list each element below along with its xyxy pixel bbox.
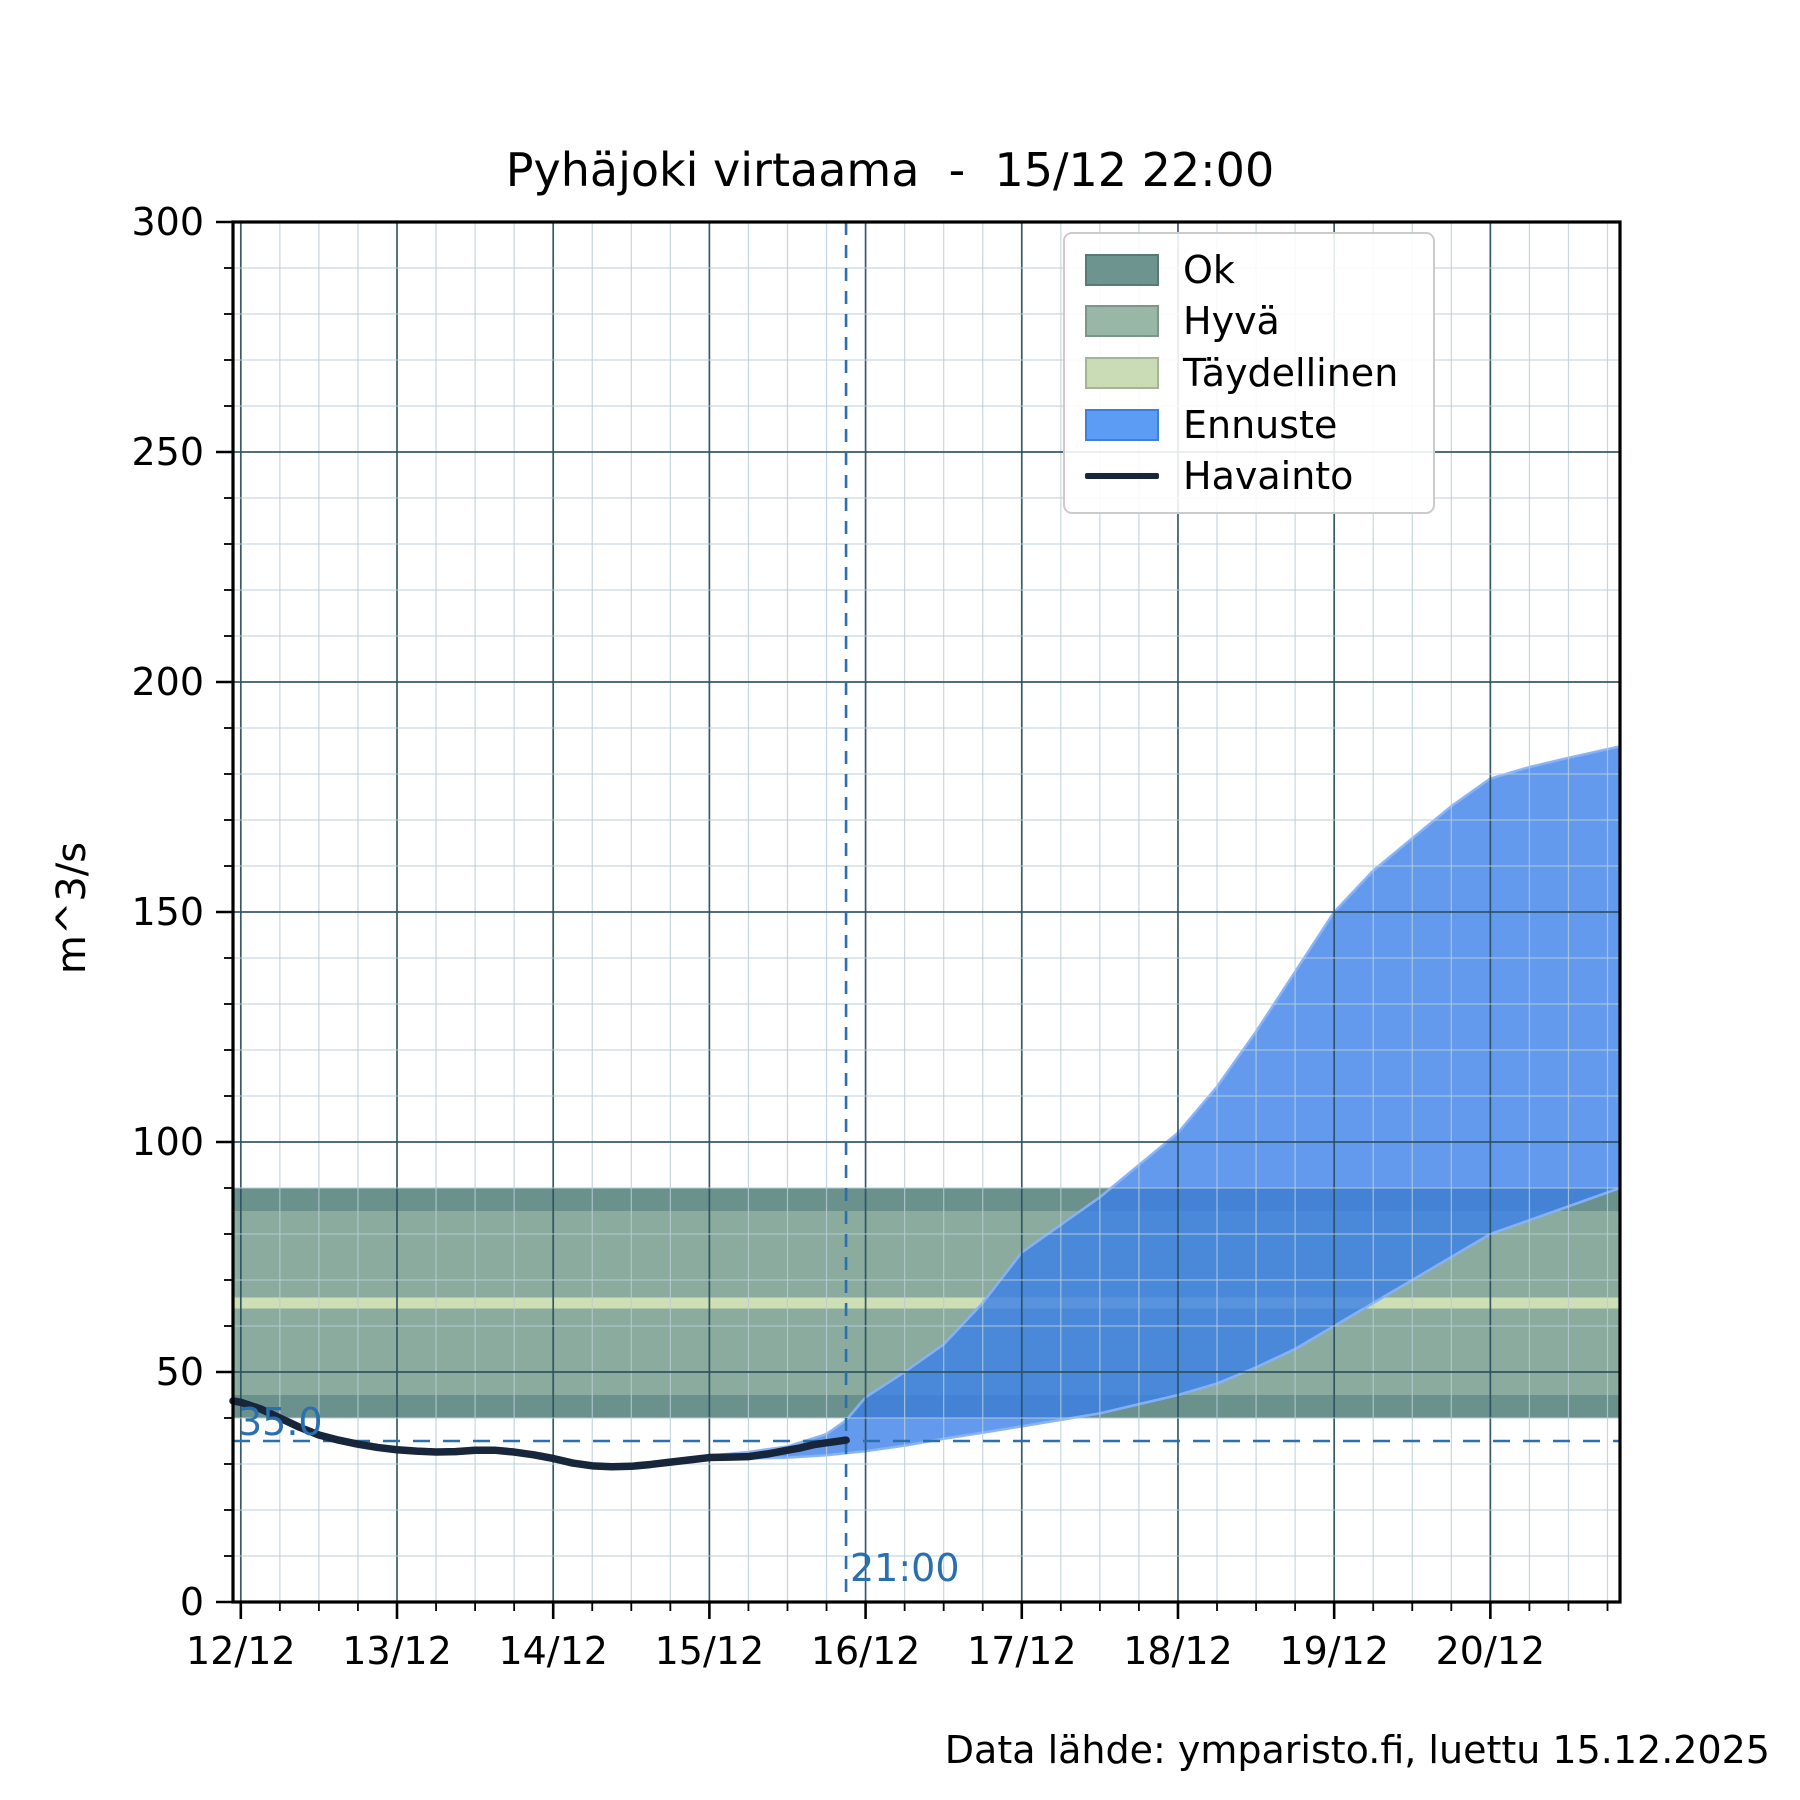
legend-label: Täydellinen xyxy=(1183,350,1399,395)
ok-band-swatch xyxy=(1085,253,1159,286)
observation-line-swatch xyxy=(1085,473,1159,480)
x-tick-label: 19/12 xyxy=(1279,1629,1389,1673)
legend-label: Ennuste xyxy=(1183,402,1338,447)
taydellinen-band-swatch xyxy=(1085,356,1159,389)
y-tick-label: 150 xyxy=(131,890,204,934)
x-tick-label: 17/12 xyxy=(967,1629,1077,1673)
hyva-band-swatch xyxy=(1085,305,1159,338)
y-axis-label: m^3/s xyxy=(49,841,95,975)
x-tick-label: 12/12 xyxy=(186,1629,296,1673)
chart-title: Pyhäjoki virtaama - 15/12 22:00 xyxy=(505,143,1275,197)
y-tick-label: 50 xyxy=(156,1350,204,1394)
annotation-lines xyxy=(233,222,1620,1602)
legend-item-ennuste: Ennuste xyxy=(1085,403,1413,447)
vline-annotation-label: 21:00 xyxy=(850,1546,960,1590)
y-tick-label: 300 xyxy=(131,200,204,244)
x-tick-label: 15/12 xyxy=(655,1629,765,1673)
axis-ticks xyxy=(216,220,1609,1619)
data-source-footer: Data lähde: ymparisto.fi, luettu 15.12.2… xyxy=(944,1728,1770,1772)
hline-annotation-label: 35.0 xyxy=(238,1400,323,1444)
x-tick-label: 20/12 xyxy=(1436,1629,1546,1673)
forecast-swatch xyxy=(1085,408,1159,441)
x-tick-label: 18/12 xyxy=(1123,1629,1233,1673)
legend-label: Ok xyxy=(1183,247,1235,292)
legend-item-hyva: Hyvä xyxy=(1085,299,1413,343)
legend-label: Hyvä xyxy=(1183,299,1280,344)
x-tick-label: 16/12 xyxy=(811,1629,921,1673)
x-tick-label: 13/12 xyxy=(342,1629,452,1673)
legend-item-taydellinen: Täydellinen xyxy=(1085,351,1413,395)
observation-line xyxy=(229,1397,850,1471)
legend-item-havainto: Havainto xyxy=(1085,454,1413,498)
legend-label: Havainto xyxy=(1183,454,1354,499)
y-tick-label: 100 xyxy=(131,1120,204,1164)
legend: Ok Hyvä Täydellinen Ennuste Havainto xyxy=(1063,232,1435,514)
y-tick-label: 0 xyxy=(180,1580,204,1624)
x-tick-label: 14/12 xyxy=(498,1629,608,1673)
tick-labels: 12/12 13/12 14/12 15/12 16/12 17/12 18/12 19/12… xyxy=(131,200,1545,1673)
y-tick-label: 250 xyxy=(131,430,204,474)
grid-lines xyxy=(233,222,1620,1602)
y-tick-label: 200 xyxy=(131,660,204,704)
legend-item-ok: Ok xyxy=(1085,248,1413,292)
